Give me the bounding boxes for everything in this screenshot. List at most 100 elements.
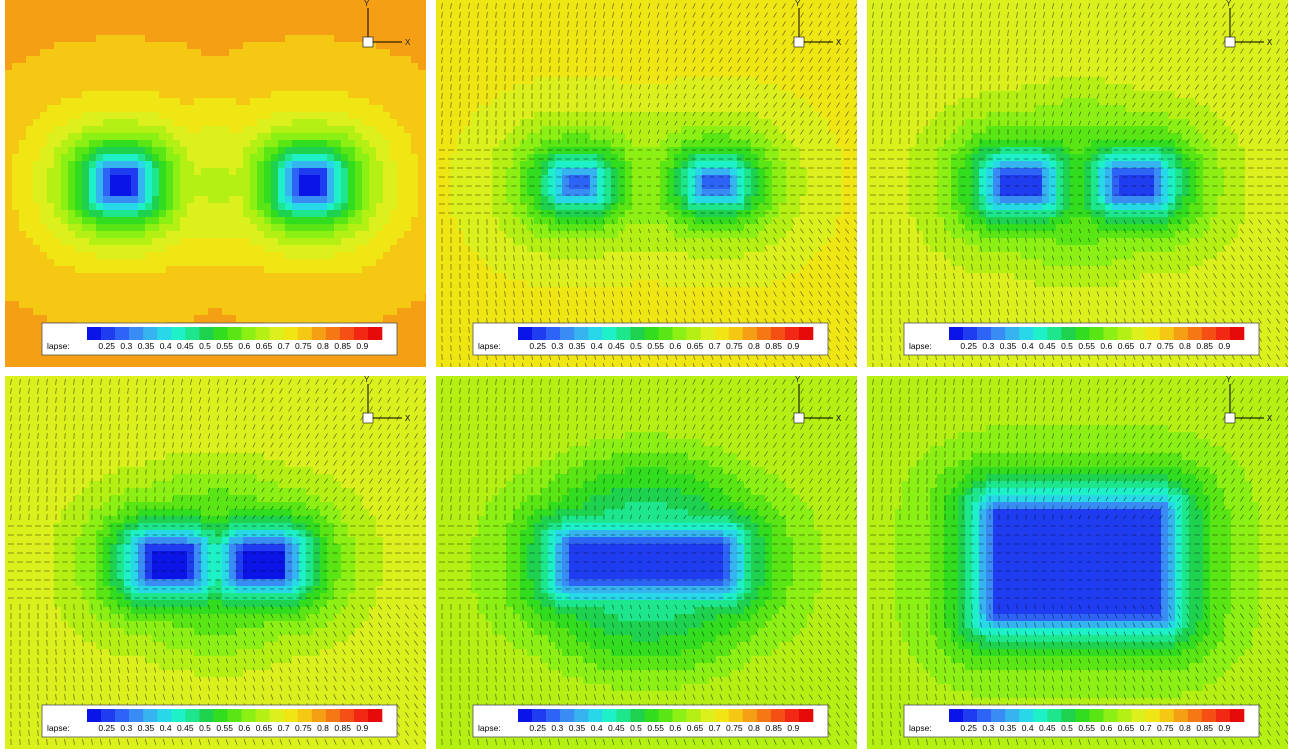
axes-triad: YX — [1224, 376, 1273, 424]
colorbar-tick-label: 0.55 — [647, 723, 664, 733]
colorbar-swatch — [1117, 709, 1132, 722]
colorbar-swatch — [227, 327, 242, 340]
colorbar-tick-label: 0.4 — [160, 341, 172, 351]
colorbar-tick-label: 0.9 — [356, 341, 368, 351]
colorbar-swatch — [991, 709, 1006, 722]
lapse-field — [5, 0, 426, 367]
colorbar-swatch — [1033, 709, 1048, 722]
x-axis-label: X — [836, 414, 842, 423]
colorbar-swatch — [1033, 327, 1048, 340]
colorbar-swatch — [129, 327, 144, 340]
colorbar-swatch — [101, 327, 116, 340]
colorbar-swatch — [630, 709, 645, 722]
colorbar-tick-label: 0.55 — [216, 341, 233, 351]
colorbar-swatch — [977, 327, 992, 340]
colorbar-tick-label: 0.7 — [709, 341, 721, 351]
colorbar-swatch — [742, 709, 758, 722]
colorbar-tick-label: 0.85 — [334, 723, 351, 733]
colorbar-swatch — [949, 327, 964, 340]
colorbar-swatch — [199, 709, 214, 722]
colorbar-swatch — [227, 709, 242, 722]
colorbar-tick-label: 0.65 — [256, 341, 273, 351]
x-axis-label: X — [1267, 414, 1273, 423]
colorbar-tick-label: 0.7 — [278, 341, 290, 351]
x-axis-label: X — [1267, 38, 1273, 47]
colorbar-legend: lapse: 0.25 0.3 0.35 0.4 0.45 0.5 0.55 0.6 0.65 0.… — [472, 322, 829, 356]
shift-vectors — [439, 2, 857, 367]
colorbar-tick-label: 0.3 — [120, 341, 132, 351]
colorbar-swatch — [949, 709, 964, 722]
colorbar-tick-label: 0.35 — [569, 723, 586, 733]
colorbar-tick-label: 0.85 — [765, 723, 782, 733]
colorbar-tick-label: 0.65 — [687, 341, 704, 351]
axes-triad: YX — [793, 0, 842, 48]
colorbar-label: lapse: — [478, 723, 501, 733]
colorbar-swatch — [672, 327, 687, 340]
colorbar-swatch — [714, 709, 730, 722]
colorbar-tick-label: 0.45 — [1039, 341, 1056, 351]
colorbar-swatch — [1117, 327, 1132, 340]
colorbar-swatch — [1047, 709, 1062, 722]
colorbar-swatch — [1005, 709, 1020, 722]
colorbar-tick-label: 0.55 — [1078, 341, 1095, 351]
colorbar-tick-label: 0.4 — [1022, 723, 1034, 733]
colorbar-legend: lapse: 0.25 0.3 0.35 0.4 0.45 0.5 0.55 0.6 0.65 0.… — [41, 322, 398, 356]
colorbar-swatch — [1005, 327, 1020, 340]
colorbar-tick-label: 0.8 — [748, 723, 760, 733]
colorbar-swatch — [283, 327, 299, 340]
colorbar-swatch — [532, 327, 547, 340]
colorbar-tick-label: 0.8 — [317, 723, 329, 733]
colorbar-swatch — [101, 709, 116, 722]
shift-vectors — [8, 378, 426, 746]
colorbar-swatch — [325, 327, 341, 340]
colorbar-swatch — [143, 327, 158, 340]
colorbar-tick-label: 0.4 — [160, 723, 172, 733]
colorbar-swatch — [1229, 709, 1245, 722]
colorbar-swatch — [213, 709, 228, 722]
colorbar-swatch — [963, 327, 978, 340]
colorbar-swatch — [213, 327, 228, 340]
colorbar-swatch — [756, 327, 772, 340]
colorbar-tick-label: 0.85 — [334, 341, 351, 351]
colorbar-swatch — [1019, 327, 1034, 340]
colorbar-swatch — [546, 709, 561, 722]
colorbar-swatch — [798, 709, 814, 722]
colorbar-tick-label: 0.7 — [278, 723, 290, 733]
colorbar-tick-label: 0.9 — [1218, 341, 1230, 351]
colorbar-swatch — [297, 709, 313, 722]
colorbar-swatch — [1201, 709, 1217, 722]
colorbar-tick-label: 0.5 — [630, 723, 642, 733]
colorbar-swatch — [1173, 327, 1189, 340]
colorbar-tick-label: 0.5 — [199, 341, 211, 351]
colorbar-swatch — [963, 709, 978, 722]
colorbar-tick-label: 0.25 — [529, 723, 546, 733]
colorbar-swatch — [325, 709, 341, 722]
y-axis-label: Y — [1226, 0, 1232, 8]
colorbar-swatch — [199, 327, 214, 340]
colorbar-tick-label: 0.3 — [120, 723, 132, 733]
colorbar-swatch — [616, 709, 631, 722]
colorbar-swatch — [991, 327, 1006, 340]
colorbar-swatch — [353, 327, 369, 340]
colorbar-swatch — [367, 327, 383, 340]
colorbar-tick-label: 0.25 — [960, 723, 977, 733]
colorbar-tick-label: 0.75 — [726, 341, 743, 351]
colorbar-tick-label: 0.9 — [787, 341, 799, 351]
colorbar-legend: lapse: 0.25 0.3 0.35 0.4 0.45 0.5 0.55 0.6 0.65 0.… — [903, 704, 1260, 738]
colorbar-swatch — [87, 327, 102, 340]
colorbar-swatch — [1201, 327, 1217, 340]
colorbar-swatch — [241, 327, 256, 340]
colorbar-swatch — [1173, 709, 1189, 722]
y-axis-label: Y — [795, 0, 801, 8]
colorbar-tick-label: 0.6 — [669, 341, 681, 351]
lapse-field — [5, 376, 426, 749]
colorbar-tick-label: 0.65 — [1118, 723, 1135, 733]
colorbar-tick-label: 0.45 — [608, 341, 625, 351]
colorbar-tick-label: 0.35 — [1000, 723, 1017, 733]
